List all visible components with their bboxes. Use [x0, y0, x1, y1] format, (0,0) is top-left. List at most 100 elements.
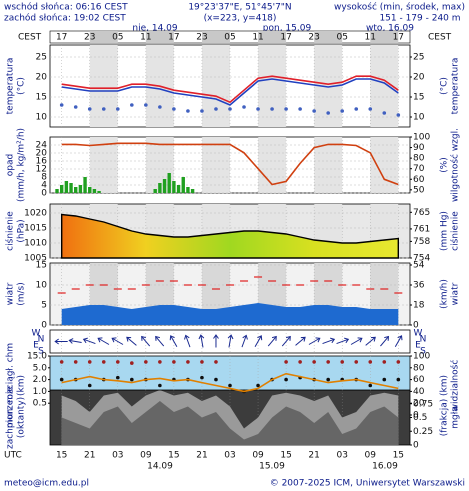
wind-arrow [111, 337, 124, 345]
series-dot [73, 360, 78, 364]
night-shade [201, 137, 230, 193]
y-tick-label: 1015 [24, 224, 47, 234]
wind-arrow [54, 338, 68, 345]
night-shade [89, 45, 118, 127]
arrow-head [227, 334, 234, 340]
utc-label: 21 [196, 451, 207, 461]
y2-tick-label: 70 [413, 164, 425, 174]
series-dot [256, 107, 260, 111]
y-tick-label: 24 [36, 141, 48, 151]
series-dot [200, 360, 204, 364]
y-tick-label: 5.0 [33, 363, 48, 373]
y2-tick-label: 100 [413, 352, 430, 362]
direction-label: S [38, 347, 44, 357]
y-tick-label: 4 [41, 181, 47, 191]
series-dot [368, 107, 373, 111]
wind-arrow [295, 336, 306, 346]
y2-axis-label: (frakcja) [440, 399, 450, 437]
y-tick-label: 2.0 [33, 375, 48, 385]
y-tick-label: 1010 [24, 239, 47, 249]
series-dot [368, 360, 373, 364]
y2-tick-label: 0.75 [413, 399, 433, 409]
arrow-shaft [112, 338, 124, 345]
series-dot [144, 360, 148, 364]
series-dot [326, 111, 330, 115]
night-shade [370, 137, 399, 193]
y2-tick-label: 54 [413, 261, 425, 271]
arrow-shaft [155, 336, 165, 347]
precip-bar [64, 181, 69, 193]
cest-label: 17 [168, 33, 179, 43]
arrow-head [213, 334, 219, 339]
y2-tick-label: 20 [413, 399, 425, 409]
y-tick-label: 0 [41, 321, 47, 331]
height-title: wysokość (min, środek, max) [334, 2, 465, 13]
precip-bar [162, 179, 167, 193]
arrow-shaft [308, 338, 320, 345]
series-dot [158, 105, 162, 109]
utc-label: 03 [224, 451, 235, 461]
arrow-shaft [295, 337, 306, 346]
direction-label: E [33, 341, 39, 351]
arrow-head [155, 335, 160, 341]
wind-arrow [365, 336, 376, 346]
series-dot [256, 383, 260, 388]
precip-bar [158, 183, 162, 193]
series-dot [214, 107, 218, 111]
precip-bar [167, 173, 171, 193]
y-axis-label: ciśnienie [5, 211, 16, 251]
cest-label: 05 [336, 33, 347, 43]
direction-label: S [420, 347, 426, 357]
series-dot [115, 360, 120, 364]
arrow-head [271, 335, 277, 341]
arrow-head [300, 336, 306, 342]
night-shade [89, 137, 118, 193]
direction-label: W [414, 329, 423, 339]
wind-arrow [68, 338, 82, 344]
arrow-head [257, 335, 263, 341]
y-tick-label: 12 [36, 165, 47, 175]
cest-title: CEST [18, 33, 42, 43]
arrow-shaft [322, 338, 334, 345]
series-dot [59, 103, 64, 107]
arrow-shaft [69, 339, 82, 344]
arrow-shaft [380, 336, 389, 347]
series-dot [228, 107, 232, 111]
y2-tick-label: 10 [413, 113, 425, 123]
y2-tick-label: 758 [413, 237, 430, 247]
coords: 19°23'37"E, 51°45'7"N [188, 3, 291, 13]
series-dot [396, 360, 401, 364]
wind-arrow [82, 337, 96, 345]
arrow-shaft [170, 336, 178, 347]
y2-tick-label: 0.5 [413, 413, 427, 423]
precip-bar [69, 183, 73, 193]
series-dot [228, 383, 232, 388]
precip-bar [176, 185, 181, 193]
utc-title: UTC [4, 451, 22, 461]
arrow-head [141, 335, 146, 341]
arrow-head [384, 335, 390, 341]
series-line [61, 142, 399, 186]
footer-email: meteo@icm.edu.pl [4, 479, 89, 489]
wind-arrow [184, 334, 191, 348]
series-dot [87, 360, 92, 364]
y2-axis-label: (mm Hg) [440, 211, 450, 251]
night-shade [258, 45, 287, 127]
series-dot [298, 107, 302, 111]
series-dot [59, 360, 64, 364]
arrow-shaft [350, 338, 362, 345]
y-tick-label: 1020 [24, 209, 47, 219]
y2-tick-label: 80 [413, 154, 425, 164]
series-dot [186, 360, 190, 364]
y-axis-label: (°C) [17, 77, 27, 95]
series-dot [73, 105, 78, 109]
wind-arrow [155, 335, 165, 347]
y-tick-label: 1.0 [33, 387, 48, 397]
arrow-head [198, 334, 205, 340]
series-dot [382, 360, 387, 364]
day-label: pon, 15.09 [263, 24, 312, 34]
arrow-head [370, 336, 376, 342]
day-label: wto, 16.09 [366, 24, 414, 34]
cest-label: 11 [252, 33, 263, 43]
series-dot [115, 107, 120, 111]
